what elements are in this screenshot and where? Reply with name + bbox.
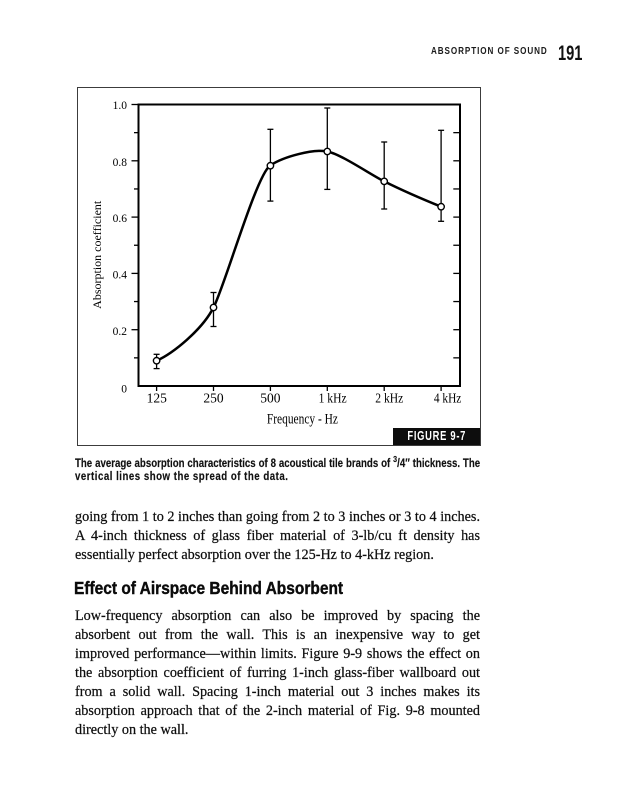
svg-text:4 kHz: 4 kHz <box>434 391 462 406</box>
svg-text:500: 500 <box>260 391 281 406</box>
svg-text:1.0: 1.0 <box>113 100 128 112</box>
svg-text:250: 250 <box>203 391 224 406</box>
svg-text:0: 0 <box>121 383 127 395</box>
svg-text:0.4: 0.4 <box>113 270 128 282</box>
svg-text:125: 125 <box>147 391 168 406</box>
svg-text:0.6: 0.6 <box>113 213 128 225</box>
svg-text:0.2: 0.2 <box>113 326 128 338</box>
svg-text:Frequency - Hz: Frequency - Hz <box>267 412 339 428</box>
svg-text:2 kHz: 2 kHz <box>375 391 403 406</box>
svg-text:1 kHz: 1 kHz <box>319 391 347 406</box>
svg-text:Absorption coefficient: Absorption coefficient <box>90 200 104 309</box>
svg-text:0.8: 0.8 <box>113 157 128 169</box>
